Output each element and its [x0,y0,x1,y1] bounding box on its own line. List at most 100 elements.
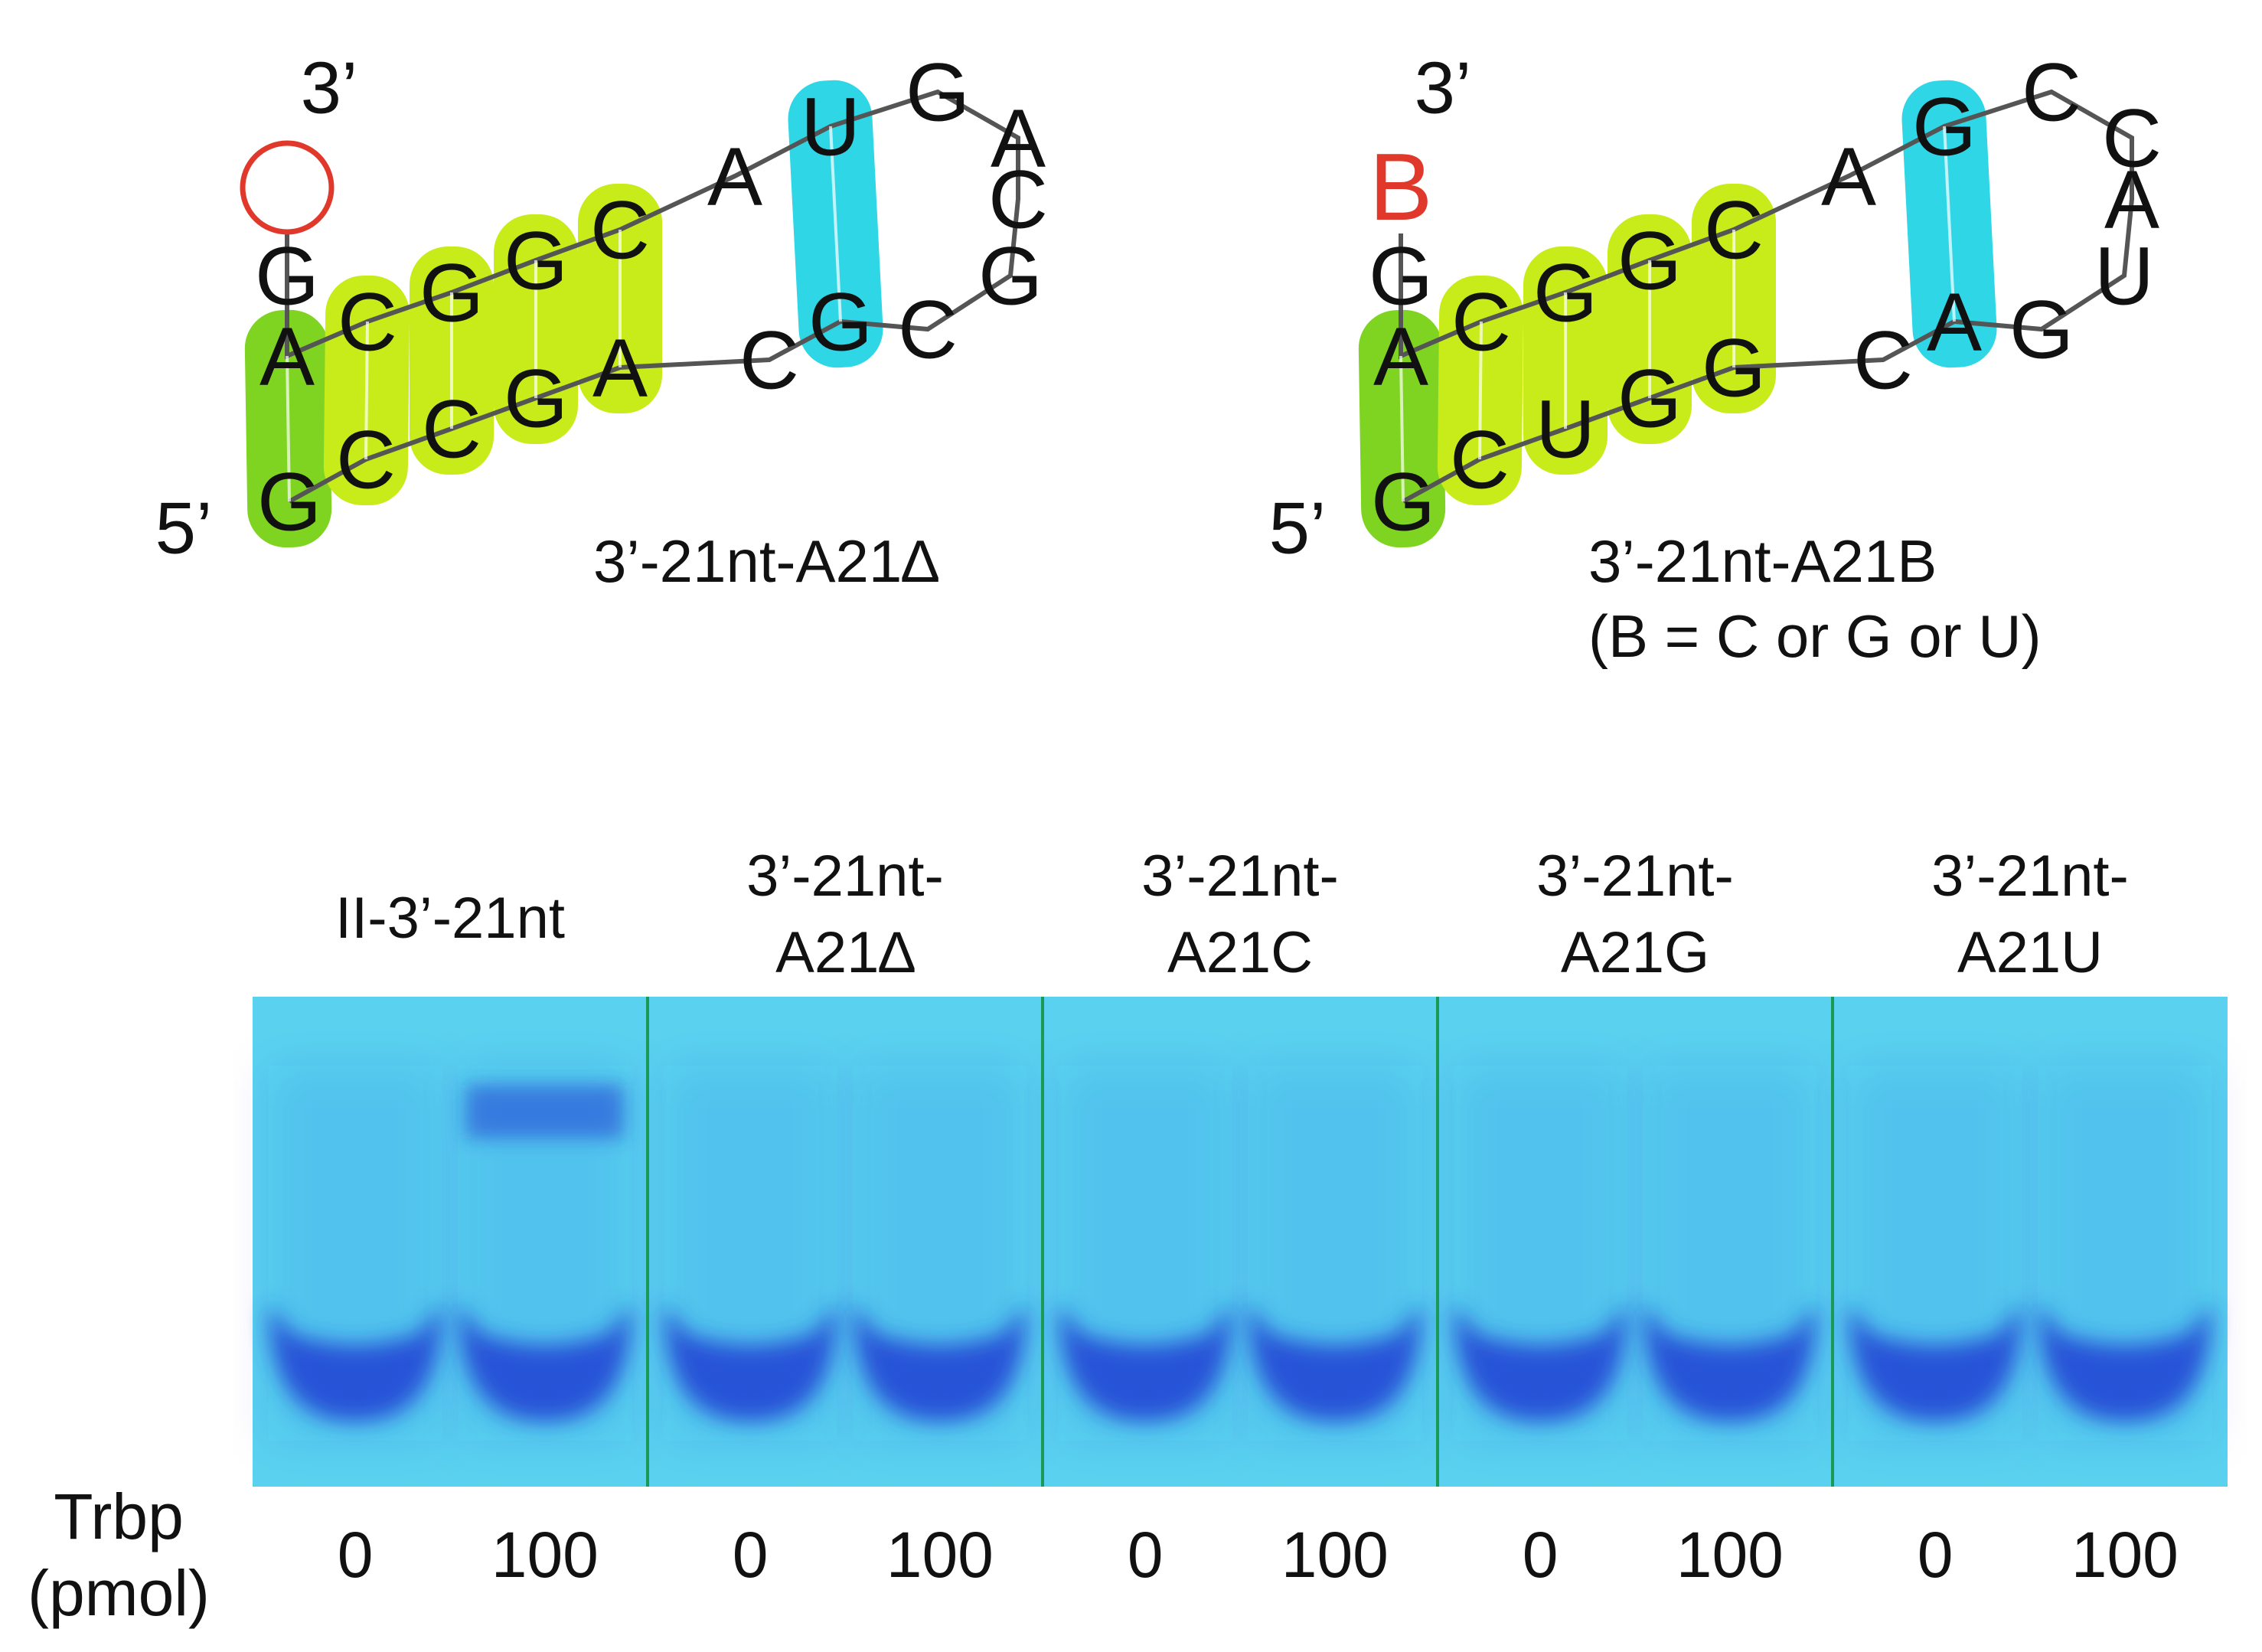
pair-line-6 [829,126,842,322]
nucleotide: C [1451,276,1511,368]
pair-line-2 [1478,321,1483,460]
terminal-mask [1359,142,1443,233]
nucleotide: C [2102,92,2162,184]
axis-label-line-2: (pmol) [28,1557,210,1629]
nucleotide: G [906,46,970,139]
pair-line-1 [286,355,291,502]
free-rna-band [1848,1303,2022,1422]
free-rna-band [1453,1303,1627,1422]
shifted-complex-band [465,1085,625,1138]
trbp-axis-label: Trbp (pmol) [28,1481,210,1629]
nucleotide: C [988,153,1048,246]
nucleotide: A [1927,276,1982,368]
nucleotide: G [1617,214,1682,307]
gel-group-label: A21G [1561,920,1709,985]
trbp-amount-label: 100 [2071,1519,2179,1591]
nucleotide: A [991,92,1046,184]
nucleotide: A [592,322,648,414]
trbp-concentration-labels: 0 100 0 100 0 100 0 100 0 100 [338,1519,2179,1591]
backbone [285,89,1020,504]
nucleotide: G [255,230,319,322]
pair-line-2 [364,321,369,460]
terminal-residue: B [1369,135,1433,240]
nucleotide: G [1912,80,1976,173]
nucleotide: G [1702,322,1766,414]
nucleotide: A [707,130,762,223]
free-rna-band [663,1303,837,1422]
trbp-amount-label: 0 [1918,1519,1954,1591]
free-rna-band [1248,1303,1422,1422]
nucleotide: C [1704,184,1764,276]
gel-group-label: A21∆ [775,920,915,985]
deletion-circle [240,140,335,235]
free-rna-band [1058,1303,1232,1422]
gel-image [253,997,2228,1487]
trbp-amount-label: 0 [338,1519,374,1591]
nucleotide: G [978,230,1043,322]
structure-caption: (B = C or G or U) [1588,602,2042,670]
gel-group-label: A21C [1167,920,1313,985]
nucleotide: G [1533,246,1598,339]
nucleotide: A [1373,310,1428,403]
trbp-amount-label: 100 [1676,1519,1784,1591]
nucleotide: C [898,283,958,376]
nucleotide: A [2104,153,2159,246]
nucleotide: G [504,352,568,445]
pair-line-6 [1943,126,1956,322]
structure-caption: 3’-21nt-A21B [1588,527,1937,595]
nucleotide: A [259,310,315,403]
trbp-amount-label: 0 [733,1519,769,1591]
axis-label-line-1: Trbp [54,1481,184,1552]
nucleotide: C [338,276,397,368]
trbp-amount-label: 0 [1128,1519,1164,1591]
nucleotide: U [2094,230,2154,322]
free-rna-band [853,1303,1027,1422]
free-rna-band [2038,1303,2212,1422]
structure-caption: 3’-21nt-A21∆ [593,527,938,595]
free-rna-band [268,1303,442,1422]
nucleotide: C [2022,46,2081,139]
nucleotide: G [1369,230,1433,322]
gel-group-label: 3’-21nt- [746,844,944,909]
gel-group-label: 3’-21nt- [1536,844,1734,909]
nucleotide: C [422,383,481,475]
three-prime-label: 3’ [1415,47,1472,129]
nucleotide: C [1450,413,1510,506]
nucleotide: G [1617,352,1682,445]
rna-structure-2: GCUGGCAGUACCGACGGCAGG5’3’B3’-21nt-A21B(B… [1269,46,2162,671]
nucleotide: G [504,214,568,307]
rna-structure-1: GCCGACGCGCAGUACGGCAGG5’3’3’-21nt-A21∆ [155,46,1048,596]
free-rna-band [458,1303,632,1422]
trbp-amount-label: 100 [491,1519,599,1591]
rna-structures: GCCGACGCGCAGUACGGCAGG5’3’3’-21nt-A21∆GCU… [155,46,2162,671]
nucleotide: G [2009,283,2074,376]
pair-line-1 [1399,355,1405,502]
nucleotide: G [808,276,873,368]
backbone [1399,89,2134,504]
nucleotide: U [1536,383,1595,475]
gel-bands [268,1085,2212,1422]
nucleotide: G [1371,455,1435,548]
nucleotide: G [419,246,484,339]
trbp-amount-label: 0 [1523,1519,1559,1591]
nucleotide: G [257,455,322,548]
trbp-amount-label: 100 [886,1519,994,1591]
gel-group-label: 3’-21nt- [1931,844,2129,909]
gel-group-labels: II-3’-21nt 3’-21nt- A21∆ 3’-21nt- A21C 3’-21n… [335,844,2129,985]
nucleotide: C [1853,314,1913,406]
gel-dividers [646,997,1834,1487]
nucleotide: C [590,184,650,276]
nucleotide: U [801,80,860,173]
gel-group-label: 3’-21nt- [1141,844,1339,909]
trbp-amount-label: 100 [1281,1519,1389,1591]
three-prime-label: 3’ [301,47,358,129]
nucleotide: C [739,314,799,406]
nucleotide: A [1821,130,1876,223]
five-prime-label: 5’ [155,488,213,570]
gel-group-label: II-3’-21nt [335,886,565,951]
five-prime-label: 5’ [1269,488,1327,570]
nucleotide: C [336,413,396,506]
gel-group-label: A21U [1957,920,2103,985]
free-rna-band [1643,1303,1817,1422]
